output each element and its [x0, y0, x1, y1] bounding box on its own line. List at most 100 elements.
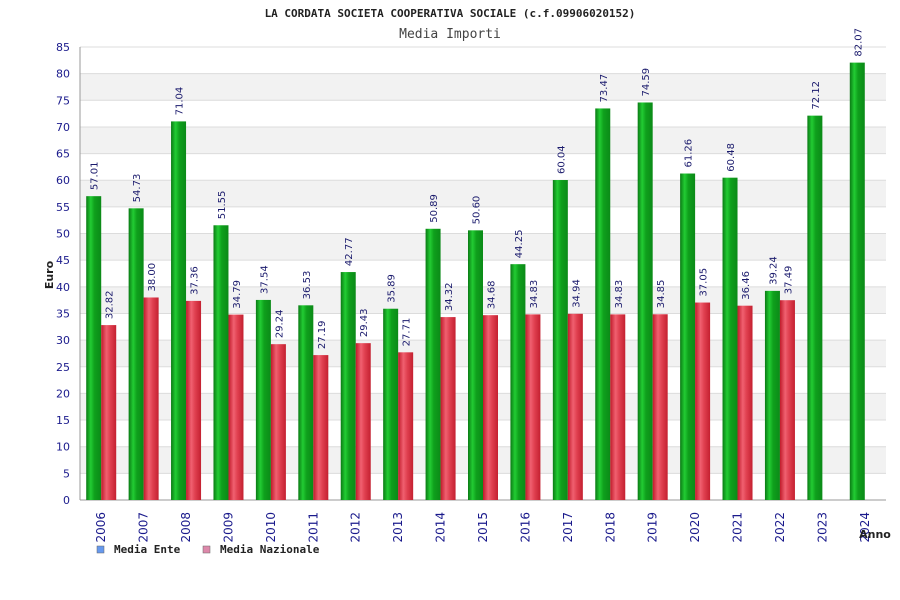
- bar-media-ente: [255, 299, 271, 500]
- chart-title: LA CORDATA SOCIETA COOPERATIVA SOCIALE (…: [265, 7, 636, 20]
- data-label: 57.01: [90, 162, 101, 191]
- data-label: 27.71: [402, 318, 413, 347]
- data-label: 34.79: [232, 280, 243, 309]
- x-tick-label: 2020: [688, 512, 702, 543]
- y-tick-label: 0: [63, 494, 70, 507]
- bar-media-nazionale: [483, 315, 498, 500]
- y-tick-label: 25: [56, 361, 70, 374]
- bar-media-nazionale: [398, 352, 414, 500]
- data-label: 39.24: [768, 256, 779, 285]
- data-label: 51.55: [217, 191, 228, 220]
- data-label: 37.36: [190, 266, 201, 295]
- bar-media-ente: [552, 180, 568, 501]
- grid-band: [80, 180, 886, 207]
- bar-media-nazionale: [525, 314, 541, 500]
- bar-media-ente: [213, 225, 229, 500]
- x-tick-label: 2014: [434, 512, 448, 543]
- bar-media-nazionale: [101, 325, 117, 500]
- data-label: 54.73: [132, 174, 143, 203]
- y-tick-label: 40: [56, 281, 70, 294]
- grid-band: [80, 126, 886, 154]
- legend-swatch: [96, 545, 105, 554]
- x-tick-label: 2021: [731, 512, 745, 543]
- x-tick-label: 2008: [179, 512, 193, 543]
- data-label: 60.04: [556, 145, 567, 174]
- data-label: 72.12: [811, 81, 822, 110]
- y-tick-label: 15: [56, 414, 70, 427]
- bar-media-nazionale: [652, 314, 668, 500]
- bar-media-ente: [468, 230, 483, 500]
- y-tick-label: 70: [56, 121, 70, 134]
- x-tick-label: 2019: [646, 512, 660, 543]
- bar-media-ente: [298, 305, 314, 500]
- grid-band: [80, 153, 886, 181]
- bar-media-nazionale: [143, 297, 159, 500]
- x-tick-label: 2018: [603, 512, 617, 543]
- data-label: 35.89: [387, 274, 398, 303]
- grid-band: [80, 47, 886, 74]
- bar-media-ente: [722, 177, 738, 500]
- bar-media-nazionale: [440, 317, 456, 500]
- data-label: 34.68: [487, 281, 498, 310]
- y-tick-label: 20: [56, 387, 70, 400]
- bar-media-ente: [595, 108, 611, 500]
- data-label: 34.94: [571, 279, 582, 308]
- bar-media-ente: [171, 121, 187, 500]
- y-tick-label: 10: [56, 441, 70, 454]
- data-label: 32.82: [105, 290, 116, 319]
- y-tick-label: 5: [63, 467, 70, 480]
- y-tick-label: 55: [56, 201, 70, 214]
- y-tick-label: 45: [56, 254, 70, 267]
- grid-band: [80, 73, 886, 101]
- data-label: 44.25: [514, 230, 525, 259]
- data-label: 38.00: [147, 263, 158, 292]
- data-label: 34.85: [656, 280, 667, 309]
- bar-media-nazionale: [779, 300, 795, 500]
- bar-media-nazionale: [610, 314, 626, 500]
- bar-media-nazionale: [695, 302, 711, 500]
- grid-band: [80, 100, 886, 127]
- bar-media-ente: [425, 228, 441, 500]
- legend-label: Media Ente: [114, 543, 181, 556]
- y-tick-label: 65: [56, 148, 70, 161]
- bar-media-ente: [86, 196, 102, 501]
- bar-media-ente: [510, 264, 526, 500]
- x-axis-label: Anno: [859, 528, 891, 541]
- data-label: 50.89: [429, 194, 440, 223]
- data-label: 37.54: [259, 265, 270, 294]
- legend-label: Media Nazionale: [220, 543, 320, 556]
- y-tick-label: 60: [56, 174, 70, 187]
- bar-media-nazionale: [228, 314, 244, 500]
- data-label: 73.47: [599, 74, 610, 103]
- legend-swatch: [202, 545, 211, 554]
- x-tick-label: 2013: [391, 512, 405, 543]
- bar-media-ente: [807, 115, 823, 500]
- data-label: 34.32: [444, 282, 455, 311]
- bar-media-ente: [680, 173, 696, 500]
- data-label: 37.49: [783, 266, 794, 295]
- data-label: 82.07: [853, 28, 864, 57]
- bar-media-nazionale: [313, 355, 329, 500]
- x-tick-label: 2015: [476, 512, 490, 543]
- bar-media-nazionale: [186, 300, 202, 500]
- data-label: 37.05: [699, 268, 710, 297]
- data-label: 34.83: [614, 280, 625, 309]
- bar-media-ente: [849, 62, 865, 501]
- data-label: 61.26: [684, 139, 695, 168]
- bar-media-nazionale: [270, 344, 286, 500]
- x-tick-label: 2011: [306, 512, 320, 543]
- data-label: 29.43: [359, 309, 370, 338]
- data-label: 34.83: [529, 280, 540, 309]
- y-tick-label: 50: [56, 228, 70, 241]
- x-tick-label: 2024: [858, 512, 872, 543]
- x-tick-label: 2006: [94, 512, 108, 543]
- bar-media-nazionale: [567, 313, 583, 500]
- bar-media-ente: [128, 208, 144, 500]
- data-label: 27.19: [317, 320, 328, 349]
- x-tick-label: 2010: [264, 512, 278, 543]
- x-tick-label: 2009: [221, 512, 235, 543]
- bar-media-ente: [764, 290, 780, 500]
- y-tick-label: 35: [56, 307, 70, 320]
- plot-area: 0 5 10 15 20 25 30 35 40 45 50 55 60 65 70 75 80 85 57.01 3…: [56, 28, 886, 543]
